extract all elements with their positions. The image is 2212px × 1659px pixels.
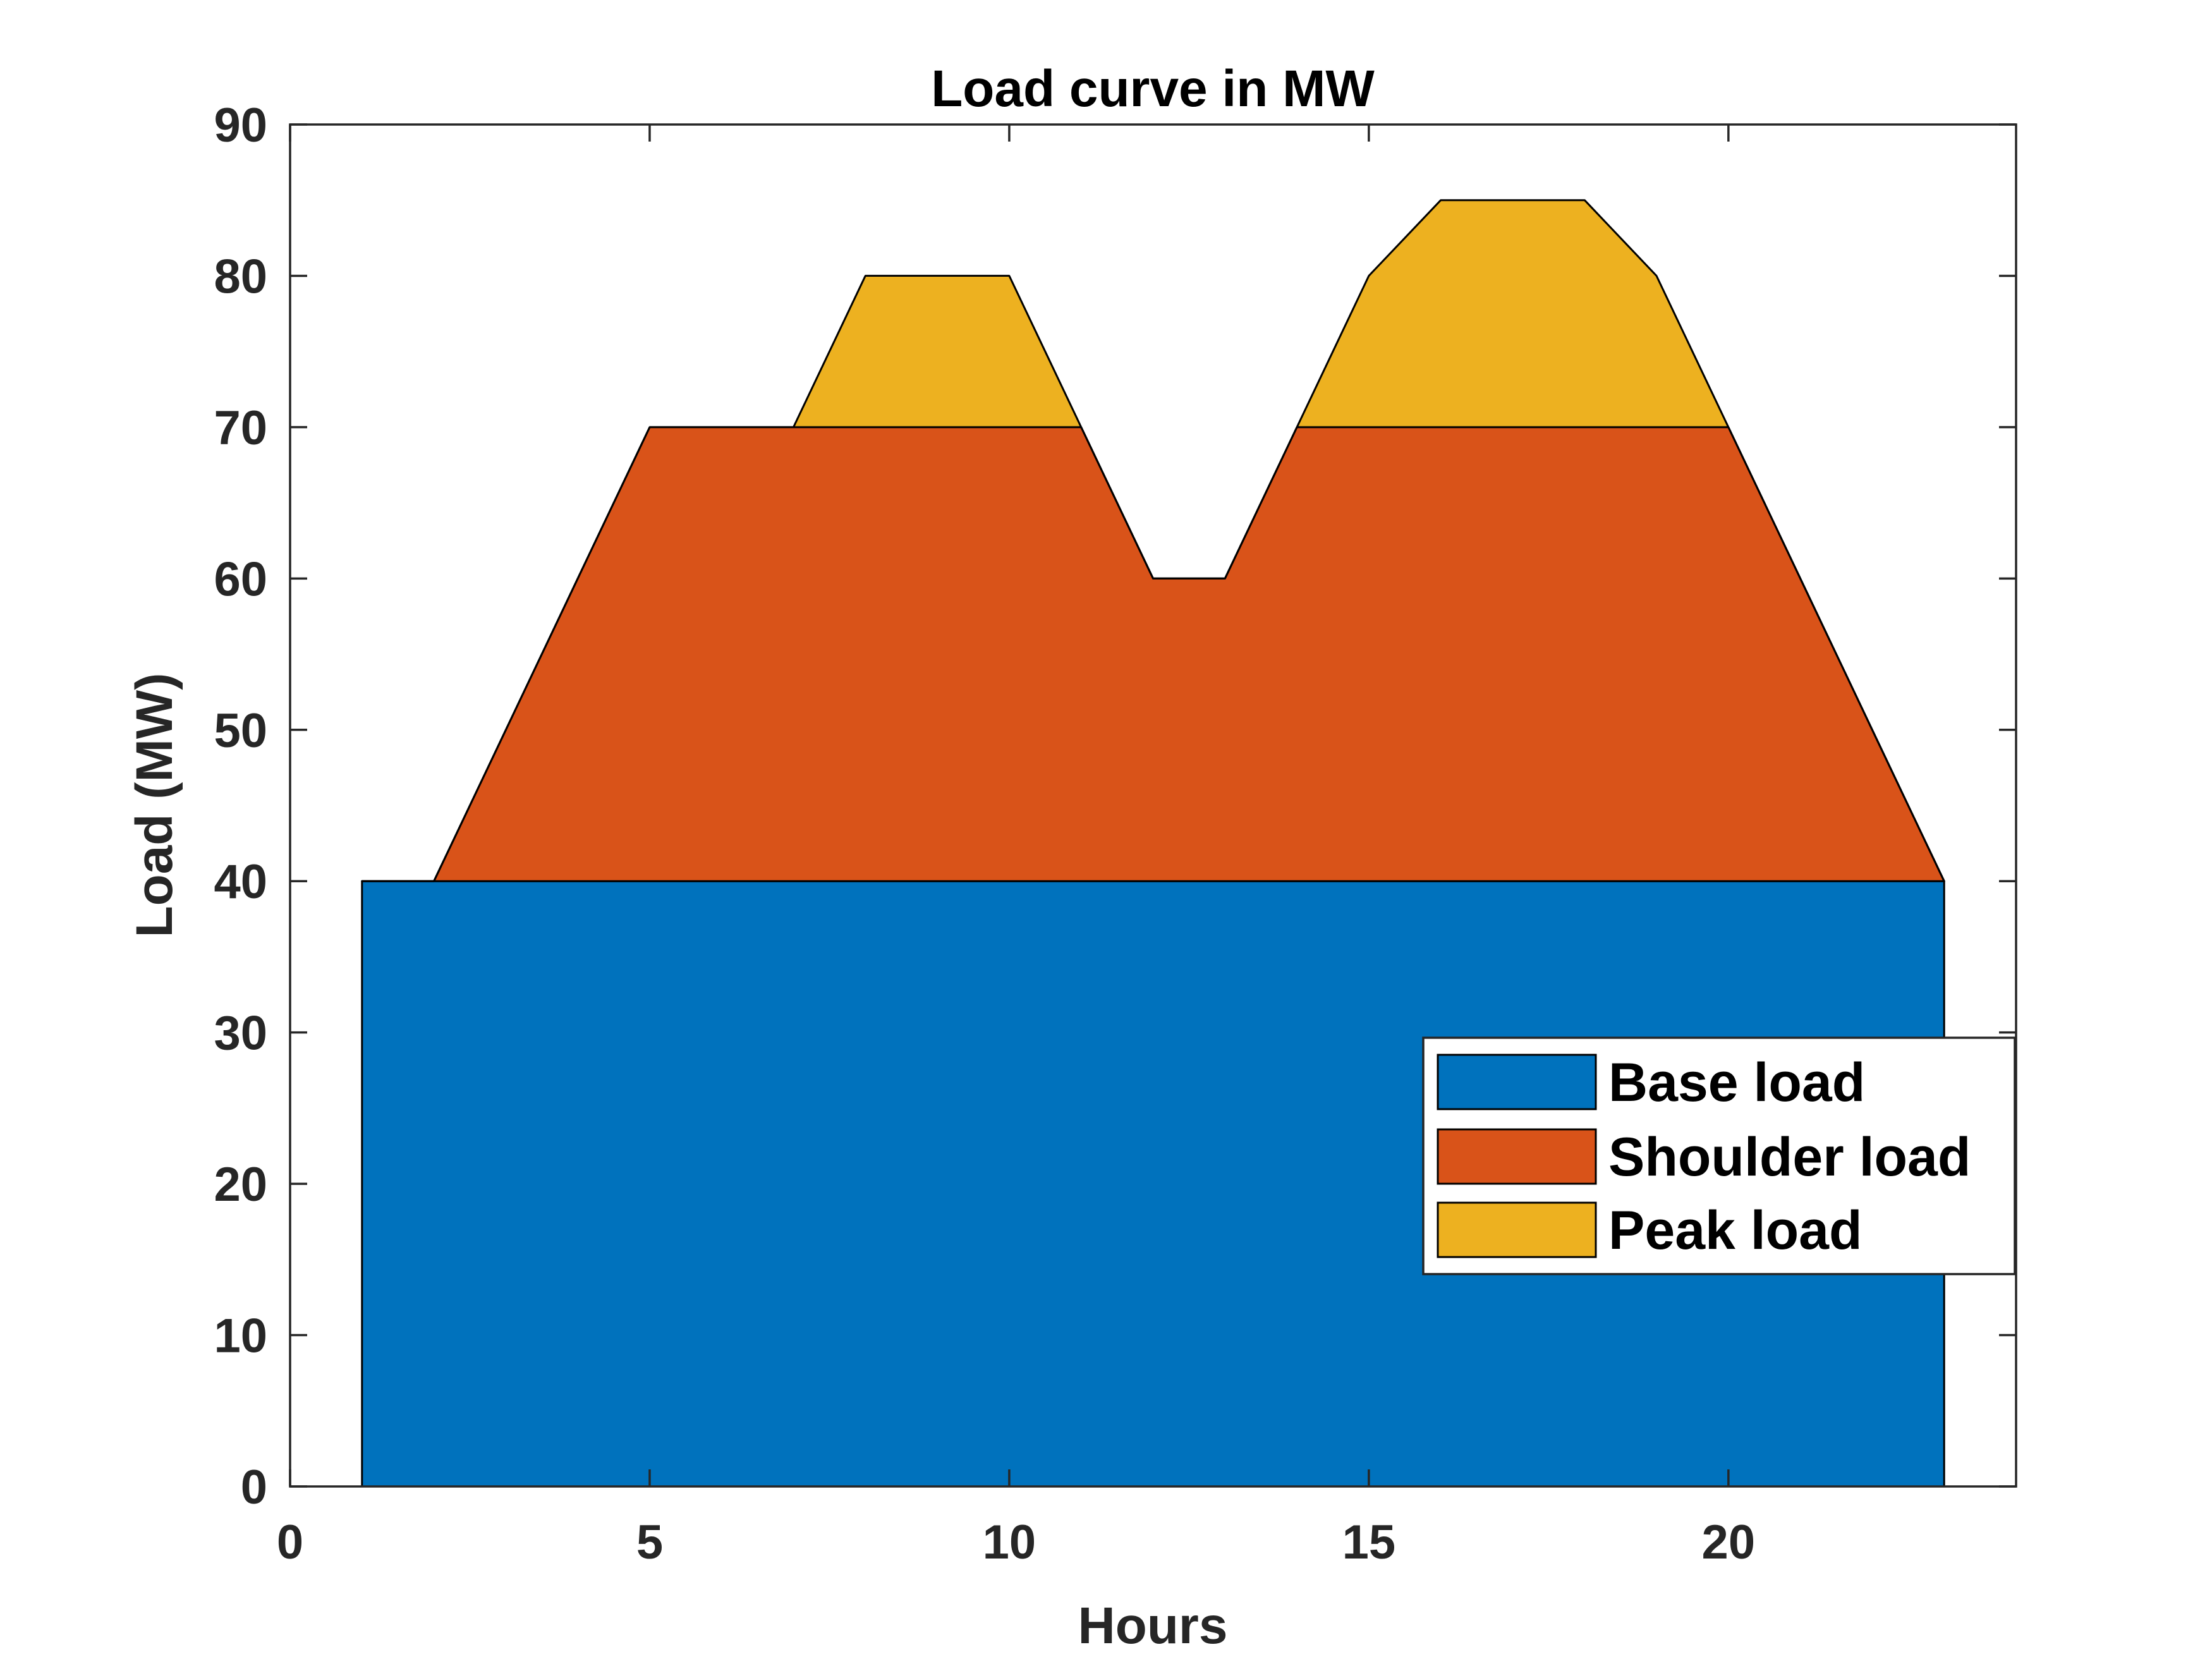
y-tick-label: 30 <box>214 1007 267 1060</box>
x-tick-label: 15 <box>1342 1516 1396 1569</box>
y-tick-label: 20 <box>214 1158 267 1212</box>
y-tick-label: 60 <box>214 552 267 606</box>
chart-title: Load curve in MW <box>931 60 1375 118</box>
legend-swatch-2 <box>1437 1128 1597 1185</box>
legend-label-2: Shoulder load <box>1608 1127 1971 1188</box>
y-tick-label: 90 <box>214 99 267 152</box>
x-tick-labels: 0 5 10 15 20 <box>277 1516 1755 1569</box>
y-tick-label: 50 <box>214 704 267 758</box>
legend-label-3: Peak load <box>1608 1200 1863 1261</box>
y-tick-labels: 0 10 20 30 40 50 60 70 80 90 <box>214 99 267 1514</box>
y-tick-label: 80 <box>214 250 267 303</box>
area-series-3 <box>361 199 1945 882</box>
legend: Base load Shoulder load Peak load <box>1422 1036 2016 1275</box>
y-tick-label: 40 <box>214 855 267 909</box>
y-axis-label: Load (MW) <box>126 673 183 938</box>
axis-ticks <box>289 123 2016 1488</box>
x-axis-label: Hours <box>1078 1597 1228 1655</box>
x-tick-label: 0 <box>277 1516 303 1569</box>
legend-swatch-3 <box>1437 1201 1597 1258</box>
legend-label-1: Base load <box>1608 1052 1865 1113</box>
y-tick-label: 10 <box>214 1310 267 1363</box>
x-tick-label: 10 <box>983 1516 1036 1569</box>
plot-area-frame <box>289 123 2017 1488</box>
legend-swatch-1 <box>1437 1054 1597 1110</box>
y-tick-label: 0 <box>241 1461 267 1514</box>
legend-entries: Base load Shoulder load Peak load <box>1437 1052 1971 1261</box>
stacked-areas <box>361 199 1945 1488</box>
x-tick-label: 5 <box>636 1516 663 1569</box>
y-tick-label: 70 <box>214 401 267 455</box>
x-tick-label: 20 <box>1702 1516 1756 1569</box>
